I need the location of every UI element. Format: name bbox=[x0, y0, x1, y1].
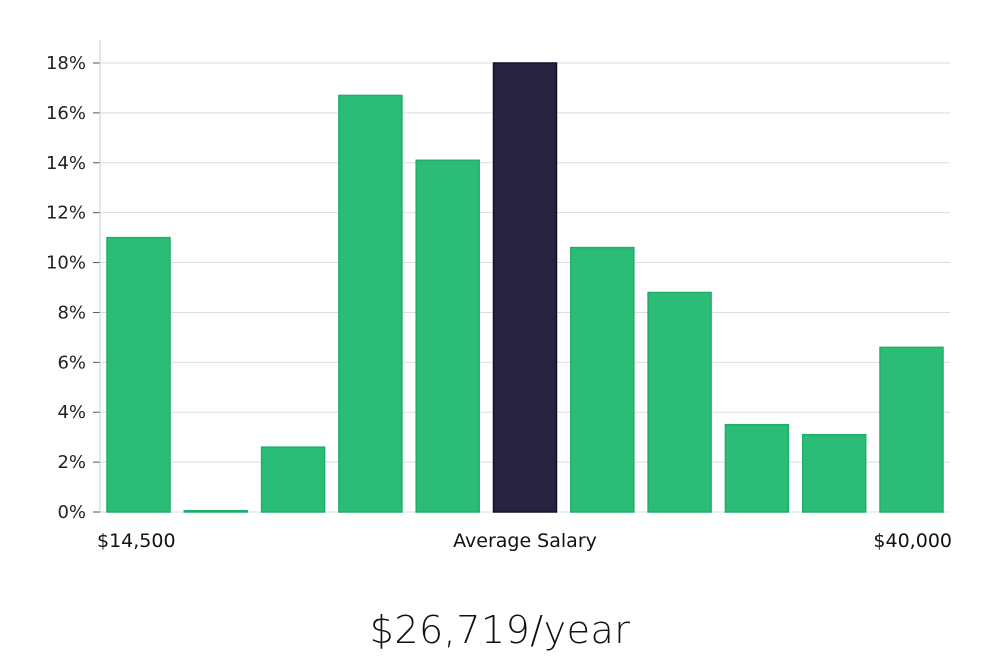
y-tick-label: 8% bbox=[57, 302, 86, 323]
bar bbox=[183, 510, 249, 513]
average-salary-value: $26,719/year bbox=[369, 608, 631, 652]
bar bbox=[724, 423, 790, 513]
y-tick-label: 18% bbox=[46, 53, 86, 74]
y-axis-ticks: 0% 2% 4% 6% 8% 10% 12% 14% 16% 18% bbox=[46, 53, 100, 523]
x-start-label: $14,500 bbox=[97, 530, 176, 552]
x-end-label: $40,000 bbox=[873, 530, 952, 552]
bars bbox=[106, 62, 944, 513]
bar bbox=[415, 159, 480, 513]
bar bbox=[647, 291, 712, 513]
y-tick-label: 2% bbox=[57, 452, 86, 473]
salary-histogram: 0% 2% 4% 6% 8% 10% 12% 14% 16% 18% $14,500 Averag… bbox=[46, 40, 952, 552]
y-tick-label: 6% bbox=[57, 352, 86, 373]
bar bbox=[570, 246, 635, 513]
bar bbox=[879, 346, 944, 513]
bar-average-salary bbox=[492, 62, 558, 513]
y-tick-label: 16% bbox=[46, 103, 86, 124]
bar bbox=[260, 446, 326, 513]
bar bbox=[801, 433, 867, 513]
y-tick-label: 4% bbox=[57, 402, 86, 423]
y-tick-label: 10% bbox=[46, 253, 86, 274]
x-axis-title: Average Salary bbox=[453, 530, 597, 552]
y-tick-label: 14% bbox=[46, 153, 86, 174]
y-tick-label: 12% bbox=[46, 203, 86, 224]
bar bbox=[338, 94, 403, 513]
bar bbox=[106, 236, 171, 513]
y-tick-label: 0% bbox=[57, 502, 86, 523]
